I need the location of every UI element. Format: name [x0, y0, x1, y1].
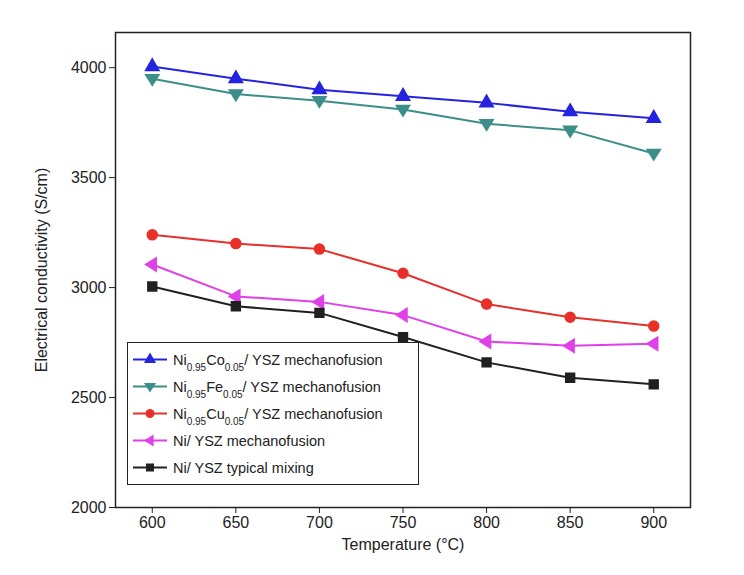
svg-text:Electrical conductivity (S/cm): Electrical conductivity (S/cm)	[33, 168, 50, 373]
svg-text:4000: 4000	[71, 59, 107, 76]
svg-text:Ni/ YSZ typical mixing: Ni/ YSZ typical mixing	[173, 460, 314, 476]
svg-text:650: 650	[222, 514, 249, 531]
svg-text:Ni0.95Cu0.05/ YSZ mechanofusio: Ni0.95Cu0.05/ YSZ mechanofusion	[173, 406, 383, 427]
svg-text:Ni0.95Fe0.05/ YSZ mechanofusio: Ni0.95Fe0.05/ YSZ mechanofusion	[173, 379, 381, 400]
svg-text:600: 600	[139, 514, 166, 531]
svg-text:3500: 3500	[71, 169, 107, 186]
svg-text:Ni0.95Co0.05/ YSZ mechanofusio: Ni0.95Co0.05/ YSZ mechanofusion	[173, 352, 383, 373]
svg-text:2500: 2500	[71, 389, 107, 406]
svg-text:850: 850	[557, 514, 584, 531]
svg-text:750: 750	[390, 514, 417, 531]
svg-text:900: 900	[640, 514, 667, 531]
svg-text:2000: 2000	[71, 499, 107, 516]
svg-text:3000: 3000	[71, 279, 107, 296]
svg-text:Temperature (°C): Temperature (°C)	[342, 536, 465, 553]
svg-text:800: 800	[473, 514, 500, 531]
svg-text:Ni/ YSZ mechanofusion: Ni/ YSZ mechanofusion	[173, 433, 325, 449]
svg-text:700: 700	[306, 514, 333, 531]
